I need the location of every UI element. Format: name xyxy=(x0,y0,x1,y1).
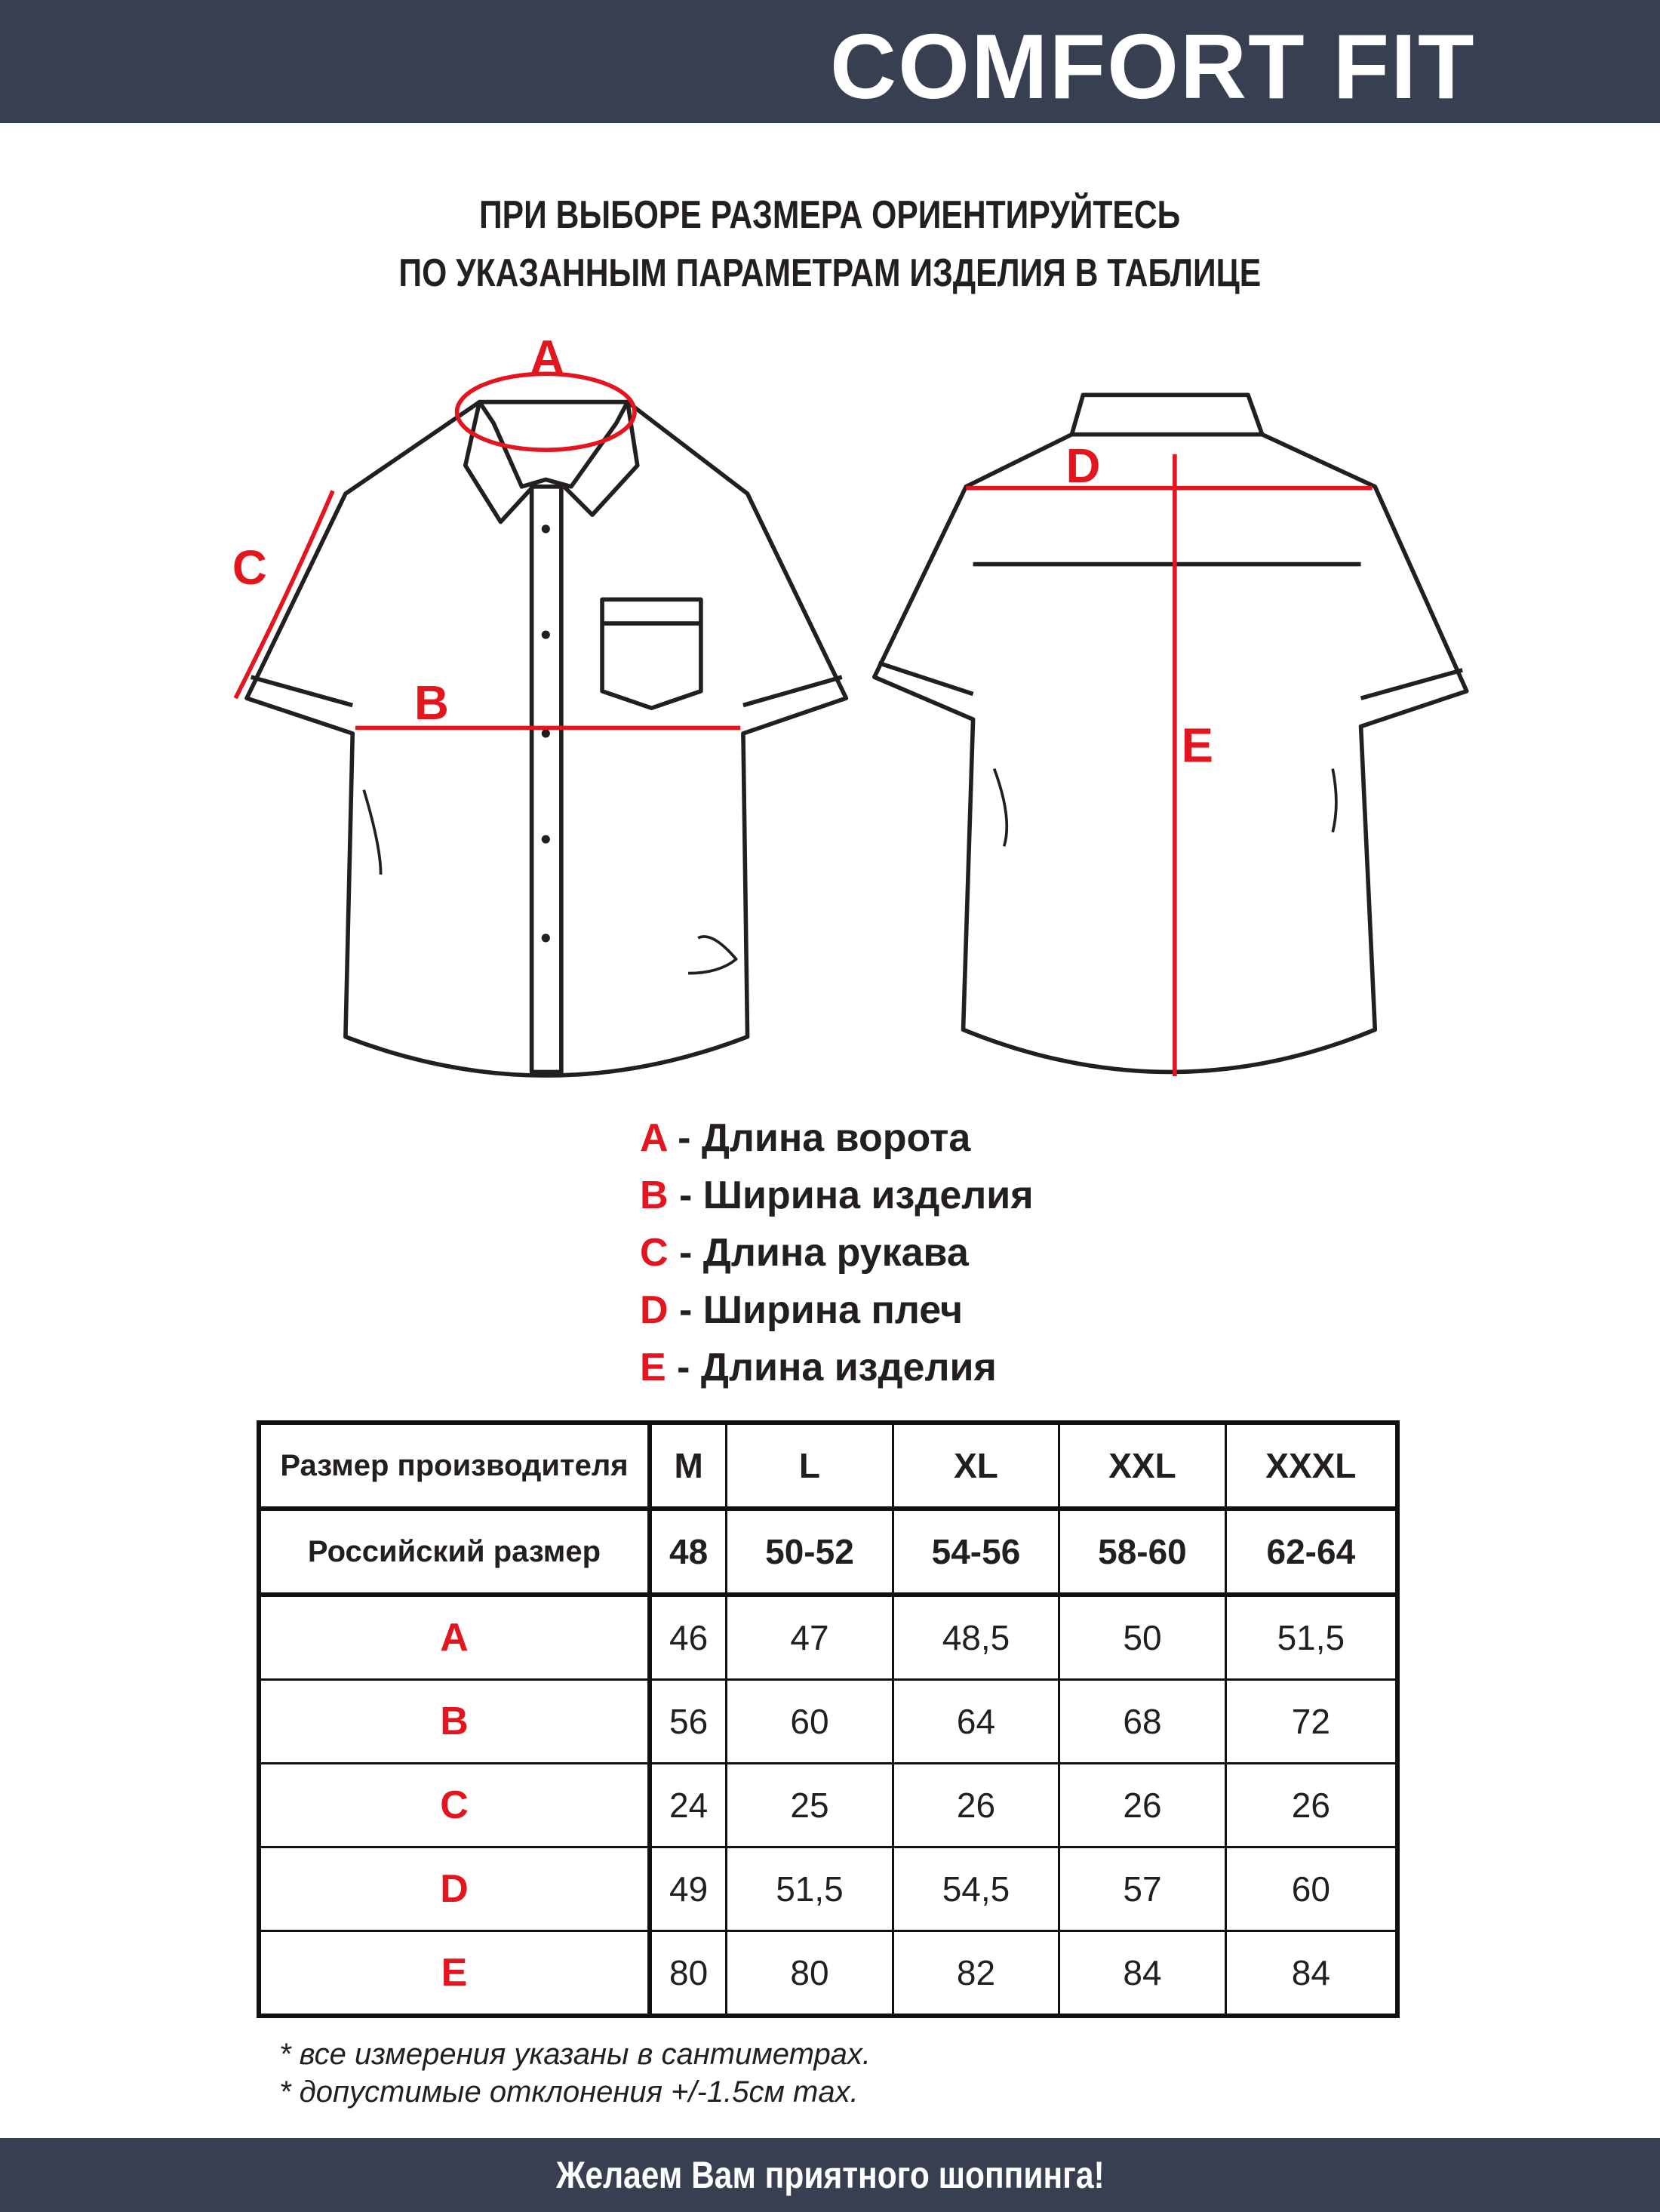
table-cell: 49 xyxy=(648,1846,728,1932)
table-cell: 26 xyxy=(1224,1762,1399,1848)
table-cell: 51,5 xyxy=(725,1846,894,1932)
table-row: A 46 47 48,5 50 51,5 xyxy=(257,1593,1399,1681)
table-cell: 24 xyxy=(648,1762,728,1848)
shirt-back-drawing xyxy=(872,392,1469,1075)
instruction-line-2: ПО УКАЗАННЫМ ПАРАМЕТРАМ ИЗДЕЛИЯ В ТАБЛИЦ… xyxy=(398,251,1262,295)
table-cell: 68 xyxy=(1058,1678,1227,1764)
legend-item: D - Ширина плеч xyxy=(640,1288,964,1332)
label-a: A xyxy=(530,331,564,384)
label-e: E xyxy=(1182,718,1213,772)
table-cell: 26 xyxy=(891,1762,1061,1848)
legend-item: C - Длина рукава xyxy=(640,1231,969,1275)
table-cell: 84 xyxy=(1224,1930,1399,2017)
measurement-legend: A - Длина ворота B - Ширина изделия C - … xyxy=(640,1109,1034,1396)
row-key: B xyxy=(257,1678,652,1764)
table-cell: 48,5 xyxy=(891,1593,1061,1681)
table-cell: 60 xyxy=(725,1678,894,1764)
footer-slogan: Желаем Вам приятного шоппинга! xyxy=(555,2154,1105,2196)
row-key: C xyxy=(257,1762,652,1848)
table-cell: 26 xyxy=(1058,1762,1227,1848)
table-cell: 50 xyxy=(1058,1593,1227,1681)
table-cell: 57 xyxy=(1058,1846,1227,1932)
table-cell: 80 xyxy=(648,1930,728,2017)
table-cell: 72 xyxy=(1224,1678,1399,1764)
instruction-line-1: ПРИ ВЫБОРЕ РАЗМЕРА ОРИЕНТИРУЙТЕСЬ xyxy=(479,193,1181,237)
table-cell: 25 xyxy=(725,1762,894,1848)
table-row: D 49 51,5 54,5 57 60 xyxy=(257,1846,1399,1932)
table-row: E 80 80 82 84 84 xyxy=(257,1930,1399,2017)
table-row-russian-size: Российский размер 48 50-52 54-56 58-60 6… xyxy=(257,1507,1399,1597)
legend-item: E - Длина изделия xyxy=(640,1346,997,1389)
measurement-marks xyxy=(233,371,1373,1077)
table-cell: 82 xyxy=(891,1930,1061,2017)
footnote-tolerance: * допустимые отклонения +/-1.5см max. xyxy=(279,2075,859,2109)
label-d: D xyxy=(1065,439,1100,493)
size-table: Размер производителя M L XL XXL XXXL Рос… xyxy=(257,1420,1400,2018)
table-cell: 60 xyxy=(1224,1846,1399,1932)
footnote-units: * все измерения указаны в сантиметрах. xyxy=(279,2038,872,2071)
header-band: COMFORT FIT xyxy=(0,0,1660,123)
table-row: B 56 60 64 68 72 xyxy=(257,1678,1399,1764)
shirt-diagram: A B C D E xyxy=(232,331,1469,1078)
table-row-manufacturer-size: Размер производителя M L XL XXL XXXL xyxy=(257,1421,1399,1511)
legend-item: B - Ширина изделия xyxy=(640,1174,1034,1217)
shirt-front-drawing xyxy=(244,399,849,1078)
table-cell: 64 xyxy=(891,1678,1061,1764)
row-key: A xyxy=(257,1593,652,1681)
table-cell: 54,5 xyxy=(891,1846,1061,1932)
table-cell: 46 xyxy=(648,1593,728,1681)
row-key: D xyxy=(257,1846,652,1932)
row-key: E xyxy=(257,1930,652,2017)
table-cell: 84 xyxy=(1058,1930,1227,2017)
brand-title: COMFORT FIT xyxy=(830,15,1476,118)
footer-band: Желаем Вам приятного шоппинга! xyxy=(0,2138,1660,2212)
table-cell: 51,5 xyxy=(1224,1593,1399,1681)
table-row: C 24 25 26 26 26 xyxy=(257,1762,1399,1848)
legend-item: A - Длина ворота xyxy=(640,1116,971,1160)
table-cell: 80 xyxy=(725,1930,894,2017)
table-cell: 56 xyxy=(648,1678,728,1764)
label-b: B xyxy=(414,676,449,730)
label-c: C xyxy=(232,541,267,595)
table-cell: 47 xyxy=(725,1593,894,1681)
